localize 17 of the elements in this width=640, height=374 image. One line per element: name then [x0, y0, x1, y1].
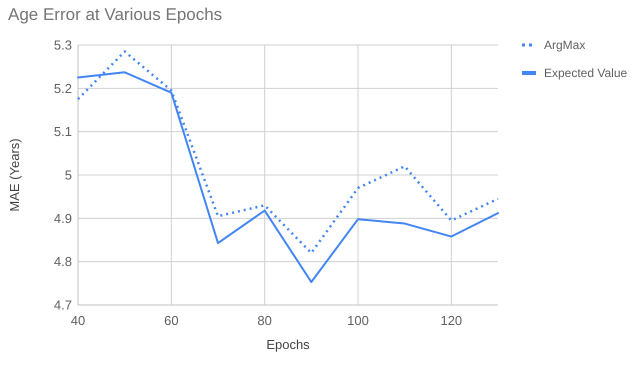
legend-label: Expected Value: [544, 66, 628, 80]
y-tick-label: 4.9: [54, 210, 72, 226]
legend-label: ArgMax: [544, 38, 586, 52]
y-tick-label: 5.3: [54, 38, 72, 53]
y-axis-title: MAE (Years): [7, 138, 22, 212]
x-tick-label: 40: [70, 313, 86, 328]
chart-title: Age Error at Various Epochs: [8, 5, 222, 24]
x-axis-title: Epochs: [266, 337, 310, 352]
x-tick-label: 120: [440, 313, 462, 328]
y-tick-label: 5.2: [54, 80, 72, 96]
x-tick-label: 100: [347, 313, 369, 328]
y-tick-label: 4.8: [54, 254, 72, 270]
x-tick-label: 80: [257, 313, 272, 328]
y-tick-label: 4.7: [54, 298, 72, 313]
y-tick-label: 5: [64, 168, 72, 183]
y-tick-label: 5.1: [54, 124, 72, 140]
x-tick-label: 60: [164, 313, 179, 328]
